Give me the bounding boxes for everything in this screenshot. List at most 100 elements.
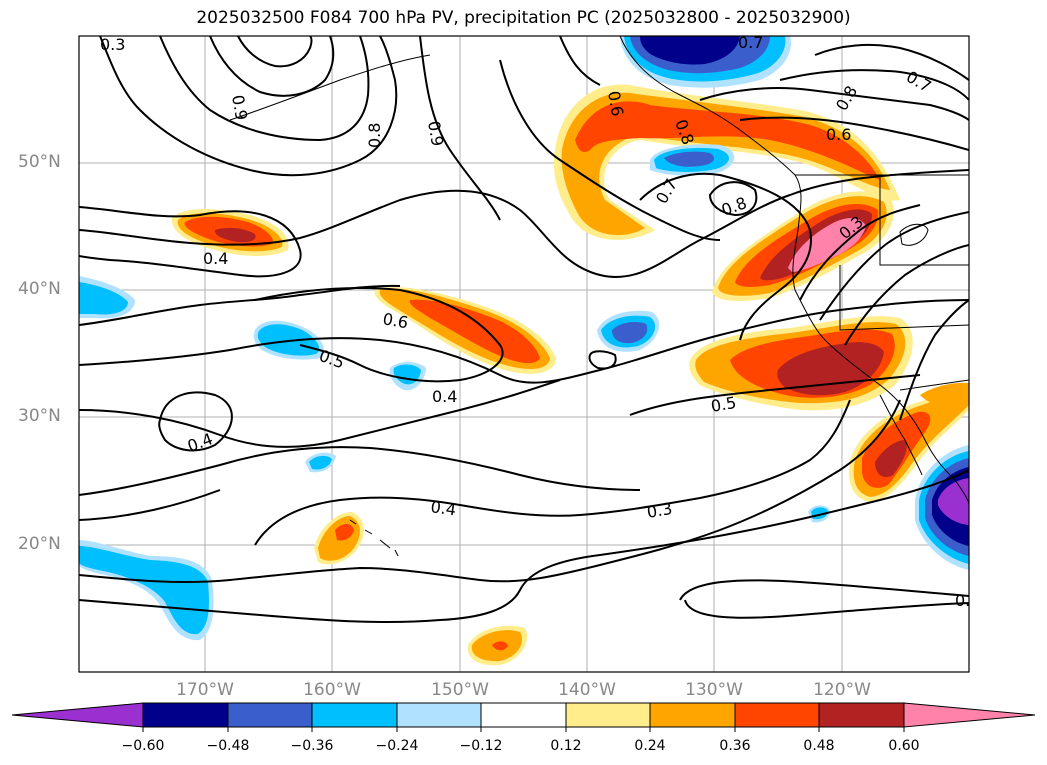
colorbar-tick-label: −0.48 (206, 738, 250, 754)
precip-blob-south-red (492, 641, 508, 651)
pv-contour-23 (708, 181, 758, 217)
pv-contour-14 (629, 374, 921, 416)
precip-neg-25n-blue (309, 455, 332, 470)
map-frame (78, 35, 970, 673)
pv-contour-13 (684, 599, 969, 619)
pv-contour-22 (639, 172, 812, 341)
contour-label: 0.3 (645, 499, 673, 522)
positive-precip-anomalies (171, 84, 969, 666)
pv-contour-10 (79, 399, 901, 584)
colorbar-extend-left (11, 702, 144, 728)
colorbar-ticks (142, 727, 905, 732)
pv-contour-18 (237, 36, 313, 68)
pv-contour-27 (814, 43, 969, 81)
colorbar-bin (649, 702, 736, 728)
precip-neg-left40-blue (79, 282, 128, 315)
lake-outline (899, 223, 929, 246)
colorbar-bin (142, 702, 229, 728)
lon-label-170w: 170°W (176, 680, 234, 700)
pv-contour-16 (159, 36, 370, 142)
contour-label: 0.9 (228, 93, 251, 121)
precip-neg-137w-mid (612, 322, 648, 344)
pv-contour-5 (158, 391, 233, 452)
contour-label: 0.8 (365, 123, 384, 148)
precip-neg-alaska-dark (640, 36, 740, 65)
pv-contour-17 (209, 36, 335, 97)
contour-label: 0.4 (432, 387, 457, 406)
precip-neg-sw-blue (79, 546, 209, 635)
coastline-baja (879, 394, 923, 476)
precip-neg-160w-blue (257, 324, 320, 356)
pv-contour-0 (79, 206, 302, 278)
precip-neg-52n-mid (664, 151, 715, 167)
contour-label: 0.4 (429, 497, 457, 519)
lat-label-40n: 40°N (18, 279, 61, 299)
pv-contour-20 (499, 59, 721, 241)
pv-contour-19 (419, 36, 501, 221)
colorbar-tick-label: 0.36 (719, 738, 751, 754)
colorbar-bin (227, 702, 313, 728)
colorbar-tick-label: −0.60 (121, 738, 165, 754)
lon-label-140w: 140°W (558, 680, 616, 700)
aleutian-islands (229, 54, 431, 121)
lon-label-130w: 130°W (685, 680, 743, 700)
colorbar-bin (818, 702, 905, 728)
pv-contour-30 (844, 244, 969, 346)
contour-label: 0.4 (203, 249, 228, 268)
pv-contour-29 (819, 211, 969, 321)
colorbar-tick-label: 0.60 (888, 738, 920, 754)
contour-label: 0.7 (738, 33, 763, 52)
pv-contour-9 (254, 399, 851, 546)
pv-contour-32 (588, 350, 617, 370)
pv-contour-12 (679, 579, 969, 601)
contour-label: 0.6 (826, 125, 851, 144)
precip-blob-170w-darkred (214, 227, 256, 243)
precip-blob-baja-darkred (875, 440, 907, 478)
colorbar (11, 702, 1036, 732)
contour-label: 0.3 (955, 591, 980, 610)
colorbar-tick-label: −0.36 (290, 738, 334, 754)
colorbar-tick-label: 0.48 (803, 738, 835, 754)
colorbar-bin (396, 702, 482, 728)
negative-precip-anomalies (79, 36, 969, 641)
state-borders (839, 175, 969, 331)
colorbar-tick-label: −0.12 (459, 738, 503, 754)
pv-contour-8 (79, 489, 221, 521)
colorbar-extend-right (903, 702, 1036, 728)
pv-contour-25 (739, 116, 969, 151)
coastline-north-america (619, 36, 969, 506)
lat-label-30n: 30°N (18, 406, 61, 426)
colorbar-tick-label: 0.24 (634, 738, 666, 754)
colorbar-bin (734, 702, 820, 728)
precip-blob-right-edge (920, 382, 969, 405)
lon-label-160w: 160°W (303, 680, 361, 700)
precip-blob-midpacific-red (409, 299, 540, 364)
lon-label-120w: 120°W (813, 680, 871, 700)
hawaii-islands (349, 519, 399, 557)
precip-blob-hawaii-red (335, 524, 354, 541)
colorbar-bin (480, 702, 567, 728)
pv-contour-11 (79, 469, 969, 624)
contour-label: 0.3 (100, 35, 125, 54)
lat-label-20n: 20°N (18, 534, 61, 554)
pv-contour-24 (699, 87, 969, 121)
figure-title: 2025032500 F084 700 hPa PV, precipitatio… (196, 8, 851, 28)
contour-label: 0.6 (381, 309, 409, 332)
colorbar-bin (565, 702, 651, 728)
colorbar-tick-label: −0.24 (375, 738, 419, 754)
pv-contour-26 (779, 69, 969, 101)
contour-label: 0.5 (709, 393, 737, 416)
map-area: 0.3 0.8 0.9 0.9 0.8 0.7 0.7 0.6 0.8 0.6 … (79, 33, 980, 672)
contour-label: 0.6 (604, 89, 627, 117)
precip-blob-gulf-arc-red (575, 101, 880, 180)
pv-contour-31 (899, 299, 969, 421)
pv-contour-7 (79, 446, 641, 496)
pv-contour-28 (799, 204, 921, 301)
colorbar-bin (311, 702, 398, 728)
contour-label: 0.9 (424, 119, 447, 147)
lon-label-150w: 150°W (431, 680, 489, 700)
pv-contours (79, 36, 969, 624)
pv-contour-6 (79, 379, 561, 448)
lat-label-50n: 50°N (18, 152, 61, 172)
